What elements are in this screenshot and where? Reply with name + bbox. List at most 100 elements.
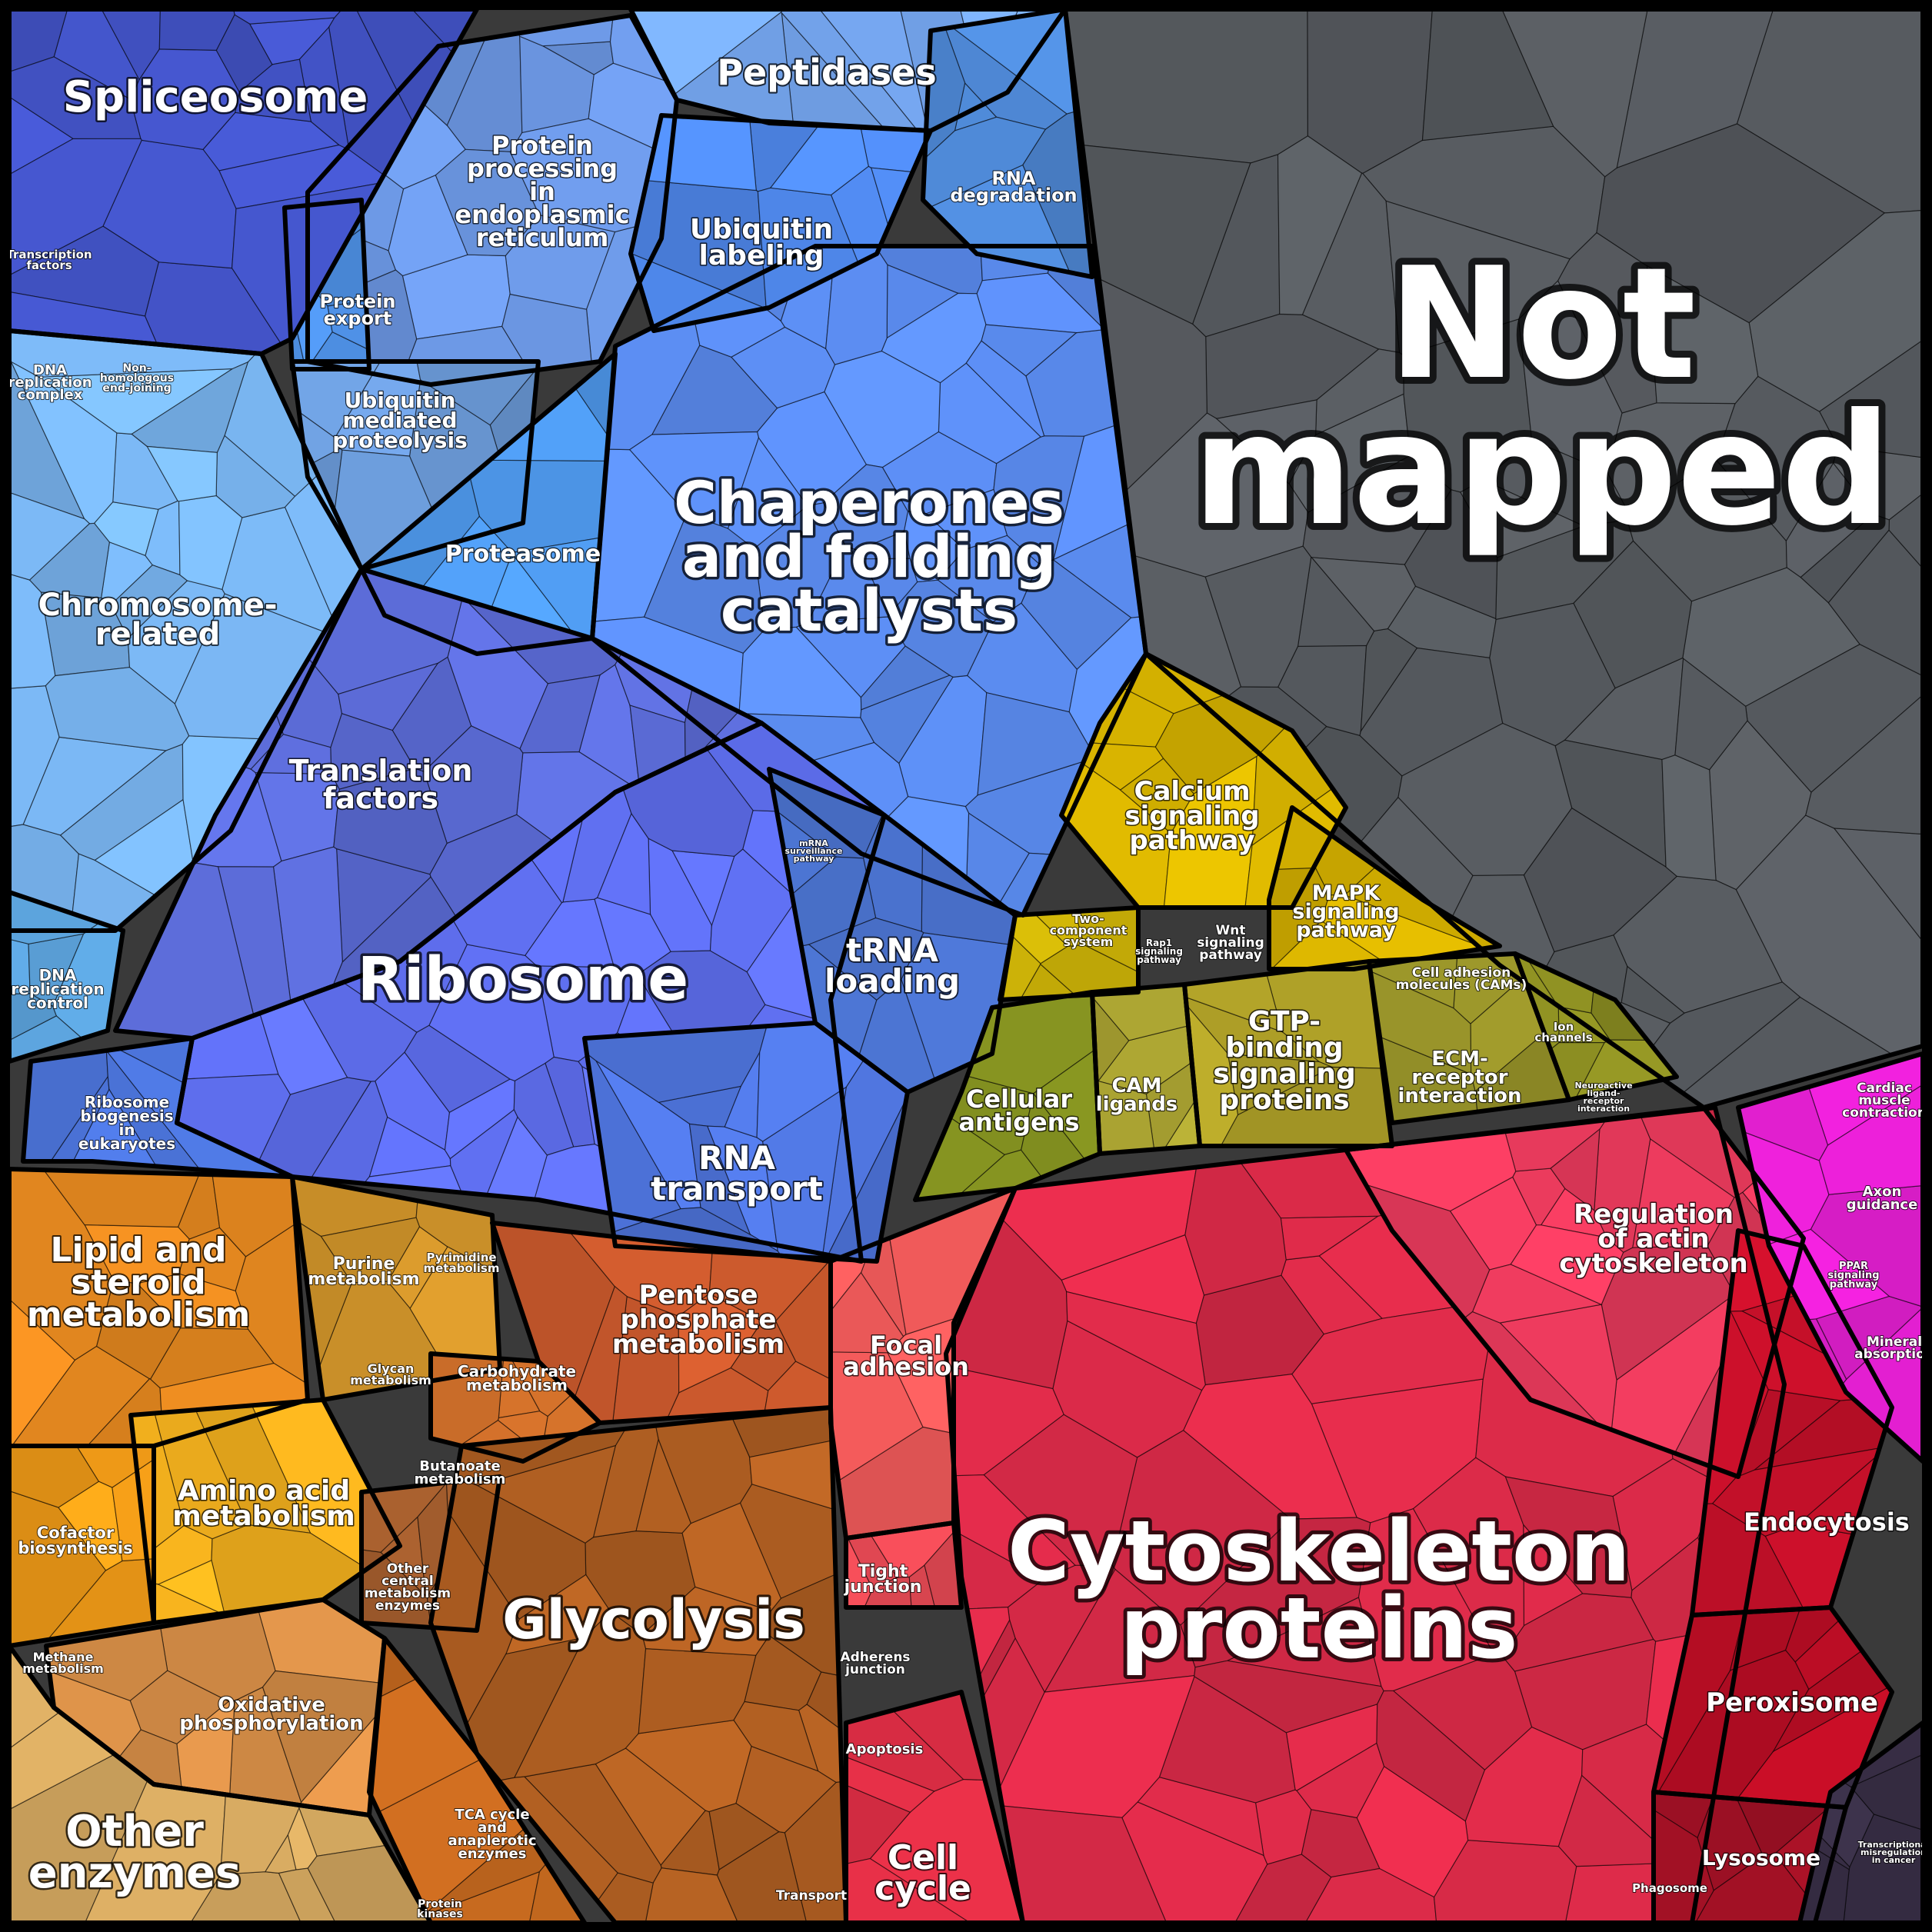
region-chromosome-related [8, 330, 362, 931]
border-mapk-signaling [1267, 805, 1502, 971]
label-line: cytoskeleton [1559, 1248, 1747, 1279]
label-line: Transcription [6, 248, 92, 261]
label-line: end-joining [102, 382, 171, 395]
border-ion-channels [1513, 951, 1679, 1102]
border-rna-degradation [921, 7, 1094, 279]
cell [215, 14, 273, 93]
label-line: pathway [1199, 948, 1262, 963]
label-line: Ribosome [358, 945, 688, 1014]
label-line: Pyrimidine [426, 1251, 496, 1264]
label-line: Neuroactive [1574, 1081, 1632, 1091]
label-line: degradation [950, 185, 1077, 206]
label-line: proteolysis [332, 428, 467, 453]
cell [1370, 970, 1472, 1075]
label-line: tRNA [846, 931, 939, 969]
label-line: system [1064, 934, 1114, 949]
label-line: Regulation [1574, 1199, 1734, 1230]
cell [1227, 1053, 1334, 1116]
label-line: Focal [870, 1331, 942, 1360]
label-line: DNA [39, 966, 77, 984]
cell [1627, 459, 1787, 602]
label-line: DNA [33, 362, 67, 378]
label-phagosome: Phagosome [1632, 1881, 1707, 1895]
label-lipid-steroid: Lipid and steroid metabolism [27, 1231, 250, 1334]
cell [250, 734, 332, 775]
label-line: metabolism [27, 1295, 250, 1334]
region-ecm-receptor [1368, 953, 1570, 1124]
label-other-central: Other central metabolism enzymes [365, 1561, 451, 1614]
label-line: Lipid and [50, 1231, 226, 1270]
label-line: biosynthesis [18, 1539, 132, 1557]
label-line: mRNA [799, 838, 828, 848]
label-line: Chaperones [674, 468, 1064, 537]
label-line: proteins [1120, 1579, 1517, 1677]
label-line: central [381, 1574, 434, 1589]
cell [727, 436, 808, 549]
label-line: antigens [958, 1108, 1079, 1137]
label-line: Purine [333, 1254, 395, 1274]
cell [655, 1417, 753, 1524]
label-rna-transport: RNA transport [651, 1139, 823, 1208]
label-cam-ligands: CAM ligands [1096, 1074, 1178, 1116]
region-purine-metabolism [291, 1176, 501, 1401]
cell [1311, 557, 1417, 631]
label-line: interaction [1577, 1104, 1630, 1114]
label-line: metabolism [612, 1329, 784, 1360]
cell [823, 464, 909, 551]
label-wnt-signaling: Wnt signaling pathway [1197, 923, 1264, 963]
region-tca-cycle [368, 1637, 586, 1924]
border-tight-junction [844, 1521, 964, 1610]
label-line: related [95, 617, 220, 652]
label-line: component [1050, 923, 1128, 938]
cell [136, 1273, 249, 1330]
region-two-component [999, 907, 1139, 1001]
label-line: Translation [289, 754, 473, 788]
label-line: cycle [874, 1869, 971, 1908]
label-other-enzymes: Other enzymes [28, 1807, 242, 1898]
label-line: Ubiquitin [345, 388, 456, 413]
label-line: phosphorylation [179, 1712, 363, 1735]
label-purine-metabolism: Purine metabolism [308, 1254, 419, 1289]
region-calcium-signaling [1061, 653, 1347, 908]
cell [622, 748, 754, 857]
label-line: Methane [33, 1650, 94, 1664]
label-line: in [118, 1121, 135, 1139]
label-line: export [324, 308, 392, 329]
label-line: Cell [888, 1838, 958, 1877]
label-line: channels [1534, 1031, 1592, 1044]
label-line: loading [824, 962, 960, 1000]
label-ppar-signaling: PPAR signaling pathway [1828, 1261, 1880, 1291]
label-line: CAM [1111, 1074, 1161, 1098]
label-ubiquitin-labeling: Ubiquitin labeling [690, 214, 833, 271]
cell [1064, 8, 1308, 164]
label-line: Butanoate [419, 1458, 500, 1474]
label-line: complex [18, 387, 83, 403]
label-line: enzymes [375, 1598, 440, 1614]
region-gtp-binding [1184, 961, 1393, 1147]
label-line: Ribosome [85, 1093, 169, 1111]
label-line: Not [1388, 235, 1696, 414]
label-line: replication [8, 375, 92, 391]
label-line: Ubiquitin [690, 214, 833, 245]
label-glycolysis: Glycolysis [502, 1588, 805, 1651]
cell [1215, 399, 1317, 485]
label-gtp-binding: GTP-binding signaling proteins [1213, 1006, 1356, 1116]
label-line: absorption [1854, 1347, 1932, 1362]
label-oxidative-phosphorylation: Oxidative phosphorylation [179, 1694, 363, 1735]
label-line: signaling [1213, 1058, 1356, 1090]
cell [641, 1586, 771, 1656]
label-mrna-surveillance: mRNA surveillance pathway [785, 838, 843, 864]
label-line: Lysosome [1702, 1845, 1820, 1870]
label-spliceosome: Spliceosome [63, 72, 368, 122]
label-methane-metabolism: Methane metabolism [22, 1650, 104, 1676]
border-ubiquitin-labeling [628, 113, 933, 333]
cell [1376, 1690, 1486, 1822]
border-purine-metabolism [290, 1174, 502, 1402]
label-line: molecules (CAMs) [1396, 978, 1527, 993]
label-line: Pentose [638, 1280, 758, 1311]
cell [708, 1803, 780, 1870]
border-protein-processing-er [305, 13, 679, 387]
label-line: processing [467, 154, 618, 183]
